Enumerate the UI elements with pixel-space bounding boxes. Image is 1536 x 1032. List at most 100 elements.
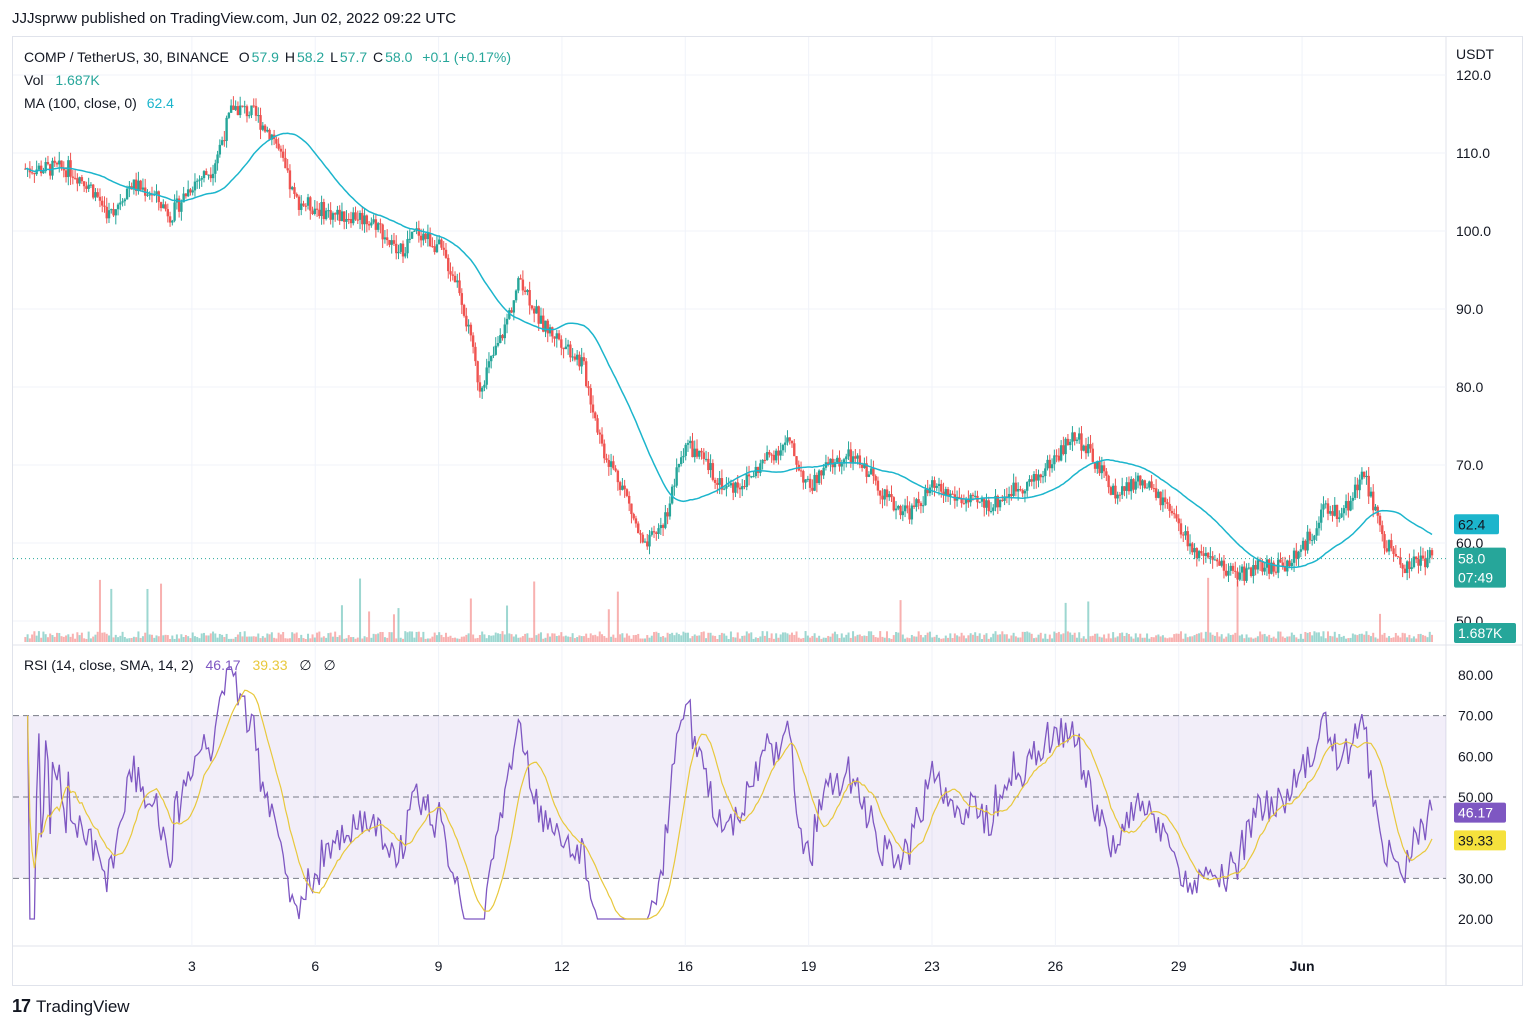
volume-legend[interactable]: Vol 1.687K	[24, 72, 102, 88]
candle-down	[1010, 493, 1013, 496]
candle-down	[720, 478, 724, 490]
volume-bar	[390, 632, 393, 642]
candle-up	[915, 499, 918, 507]
candle-up	[677, 463, 681, 468]
candle-up	[238, 105, 242, 116]
volume-bar	[748, 633, 751, 642]
volume-bar	[1431, 634, 1434, 642]
candle-up	[37, 165, 41, 170]
candle-down	[1254, 565, 1257, 570]
volume-bar	[772, 638, 775, 642]
volume-bar	[797, 637, 800, 642]
candle-up	[709, 463, 712, 471]
volume-bar	[1417, 634, 1420, 642]
candle-down	[1356, 484, 1359, 491]
candle-up	[867, 474, 871, 477]
rsi-legend[interactable]: RSI (14, close, SMA, 14, 2) 46.17 39.33 …	[24, 657, 338, 674]
candle-down	[39, 165, 43, 174]
volume-bar	[250, 636, 253, 642]
volume-bar	[1320, 636, 1323, 642]
volume-bar	[117, 637, 120, 642]
symbol-name[interactable]: COMP / TetherUS, 30, BINANCE	[24, 49, 229, 65]
volume-bar	[646, 635, 649, 642]
volume-bar	[162, 635, 165, 642]
ma-value: 62.4	[146, 95, 174, 111]
rsi-sma-value: 39.33	[252, 657, 288, 673]
volume-bar	[1313, 631, 1316, 642]
candle-down	[288, 170, 292, 190]
volume-bar	[1010, 635, 1013, 642]
candle-down	[942, 491, 945, 496]
volume-bar	[1134, 633, 1137, 642]
volume-bar	[320, 637, 323, 642]
volume-bar	[1044, 633, 1047, 642]
ma-legend[interactable]: MA (100, close, 0) 62.4	[24, 95, 176, 111]
volume-bar	[1123, 636, 1126, 642]
candle-up	[148, 194, 151, 196]
volume-bar	[904, 638, 907, 642]
symbol-legend[interactable]: COMP / TetherUS, 30, BINANCE O 57.9 H 58.2…	[24, 49, 513, 65]
volume-bar	[126, 638, 129, 642]
candle-up	[216, 154, 219, 164]
candle-down	[1166, 502, 1169, 504]
candle-down	[860, 464, 864, 468]
time-tick-label: 3	[188, 958, 196, 974]
candle-down	[872, 468, 875, 477]
candle-down	[736, 482, 739, 488]
candle-up	[544, 320, 547, 332]
candle-down	[401, 243, 405, 257]
volume-bar	[318, 631, 321, 642]
candle-up	[1075, 439, 1079, 441]
candle-down	[388, 240, 391, 245]
volume-bar	[951, 638, 954, 642]
candle-down	[1381, 525, 1384, 535]
volume-bar	[530, 637, 533, 642]
candle-up	[566, 344, 570, 347]
volume-bar	[906, 637, 909, 642]
candle-down	[732, 483, 735, 493]
volume-bar	[1241, 634, 1244, 642]
candle-down	[347, 218, 350, 220]
chart-frame[interactable]	[12, 36, 1523, 986]
volume-bar	[178, 638, 181, 642]
volume-bar	[843, 637, 846, 642]
volume-bar	[1247, 637, 1250, 642]
candle-up	[1317, 522, 1321, 529]
volume-bar	[969, 633, 972, 642]
candle-down	[958, 496, 961, 499]
candle-down	[343, 211, 346, 222]
candle-up	[186, 189, 190, 197]
candle-down	[618, 482, 622, 490]
last-price-badge	[1454, 547, 1506, 588]
candle-up	[1116, 494, 1119, 499]
volume-bar	[1356, 635, 1359, 642]
volume-bar	[94, 634, 97, 642]
candle-down	[820, 470, 823, 476]
candle-up	[1306, 531, 1309, 551]
volume-bar	[374, 634, 377, 642]
candle-down	[1215, 559, 1219, 562]
candle-down	[614, 468, 617, 471]
candle-down	[1186, 531, 1189, 547]
volume-bar	[1198, 633, 1201, 642]
volume-bar	[1232, 634, 1235, 642]
candle-up	[684, 444, 687, 456]
candle-down	[756, 466, 760, 473]
volume-bar	[533, 581, 536, 642]
candle-down	[474, 346, 477, 362]
rsi-tick-label: 70.00	[1458, 708, 1493, 724]
volume-bars	[24, 577, 1434, 642]
volume-bar	[515, 634, 518, 642]
candle-up	[1353, 484, 1357, 498]
footer-brand[interactable]: 17 TradingView	[12, 996, 130, 1017]
volume-bar	[863, 635, 866, 642]
volume-bar	[1202, 638, 1205, 642]
volume-bar	[433, 632, 436, 642]
volume-bar	[888, 638, 891, 642]
candle-down	[906, 505, 909, 509]
volume-bar	[1017, 637, 1020, 642]
volume-bar	[279, 634, 282, 642]
candle-up	[114, 209, 117, 216]
ma-price-badge-text: 62.4	[1458, 516, 1485, 532]
